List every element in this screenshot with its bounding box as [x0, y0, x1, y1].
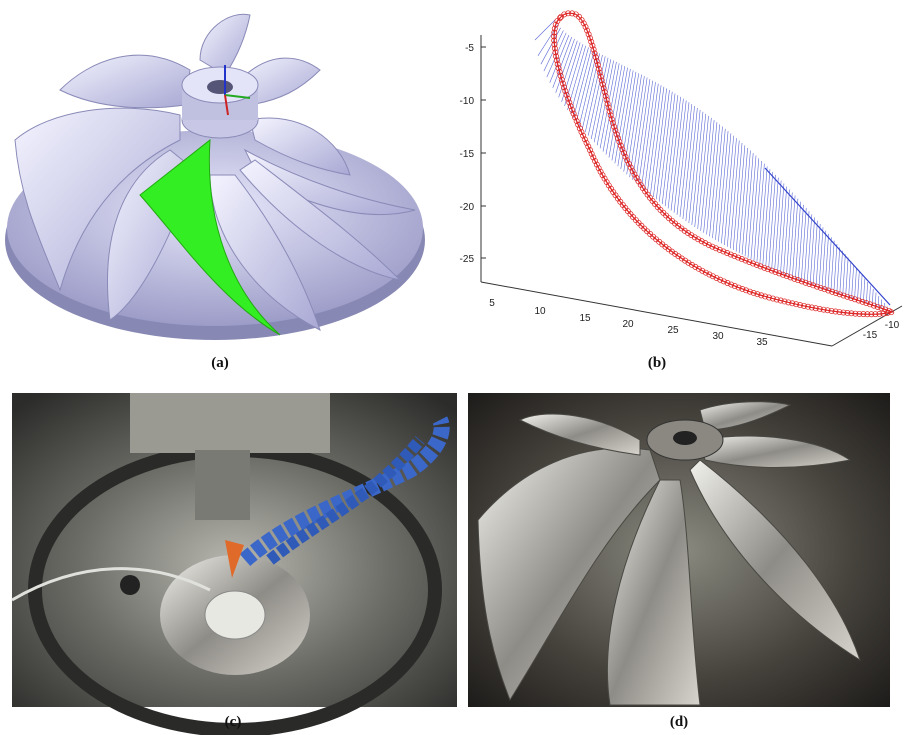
hatch-line: [582, 53, 599, 128]
hatch-line: [562, 43, 581, 102]
z-tick-label: -10: [460, 96, 475, 107]
z-tick-label: -5: [465, 43, 474, 54]
hatch-line: [760, 166, 767, 263]
hatch-line: [763, 169, 770, 265]
x-tick-label: 5: [489, 298, 495, 309]
hatch-line: [804, 211, 809, 282]
hatch-line: [683, 106, 695, 219]
hatch-line: [866, 282, 867, 303]
workpiece-hub: [205, 591, 265, 639]
hatch-line: [860, 275, 862, 301]
hatch-line: [837, 247, 840, 294]
hatch-line: [695, 114, 706, 227]
hatch-line: [769, 175, 776, 268]
hatch-line: [831, 241, 834, 292]
hatch-line: [668, 97, 681, 208]
spindle: [195, 450, 250, 520]
hatch-line: [863, 278, 865, 302]
hatch-line: [786, 192, 792, 275]
hatch-line: [671, 99, 683, 211]
x-tick-label: 10: [534, 306, 546, 317]
hatch-line: [878, 296, 879, 307]
x-tick-label: 35: [756, 337, 768, 348]
hatch-line: [849, 261, 851, 298]
panel-label: (a): [211, 355, 229, 371]
hatch-line: [825, 234, 829, 290]
panel-label: (b): [648, 355, 666, 371]
hatch-line: [852, 265, 854, 299]
y-tick-label: -15: [863, 330, 878, 341]
spindle-housing: [130, 393, 330, 453]
hatch-line: [843, 254, 846, 296]
hatch-line: [857, 271, 859, 300]
hatch-line: [778, 184, 784, 272]
hatch-line: [621, 72, 636, 169]
hatch-line: [781, 186, 787, 272]
toolpath-plot: -5 -10 -15 -20 -25 5 10 15 20 25 30 35 -15 -10: [460, 11, 902, 348]
hatch-line: [784, 189, 790, 274]
hub-bore: [673, 431, 697, 445]
hatch-line: [674, 100, 686, 212]
hatch-line: [757, 164, 765, 262]
hatch-line: [766, 172, 773, 266]
hatch-line: [715, 129, 725, 240]
hatch-line: [612, 68, 628, 161]
hatch-line: [772, 178, 779, 269]
hatch-line: [707, 122, 717, 234]
hatch-line: [855, 268, 857, 300]
hatch-line: [704, 120, 715, 233]
x-tick-label: 30: [712, 331, 724, 342]
x-tick-label: 25: [667, 325, 679, 336]
hatch-line: [792, 199, 798, 278]
hatch-line: [828, 237, 832, 291]
bolt: [120, 575, 140, 595]
hatch-line: [686, 108, 698, 221]
hatch-line: [698, 116, 709, 229]
hatch-line: [710, 124, 720, 236]
hatch-line: [559, 41, 578, 98]
hatch-line: [801, 208, 806, 281]
machining-photo: [12, 393, 457, 730]
y-tick-label: -10: [885, 320, 900, 331]
hatch-line: [834, 244, 837, 293]
hatch-line: [701, 118, 712, 231]
hub-bore: [207, 80, 233, 94]
hatch-line: [535, 20, 555, 40]
hatch-line: [677, 102, 689, 215]
figure: (a) -5 -10 -15 -20 -25 5 10 15 20 25 30 35 -15 -10 (b…: [0, 0, 904, 735]
hatch-line: [692, 112, 703, 225]
z-tick-label: -20: [460, 202, 475, 213]
panel-label: (d): [670, 714, 688, 730]
hatch-line: [822, 231, 826, 289]
hatch-line: [573, 49, 591, 118]
impeller-cad: [5, 14, 425, 340]
hatch-line: [798, 205, 803, 280]
hatch-line: [869, 285, 870, 304]
z-tick-label: -25: [460, 254, 475, 265]
hatch-line: [846, 258, 849, 297]
hatch-line: [579, 52, 597, 125]
hatch-line: [795, 202, 800, 279]
hatch-line: [571, 47, 589, 114]
hatch-line: [636, 79, 650, 182]
hatch-line: [689, 110, 700, 223]
hatch-line: [754, 161, 762, 261]
hatch-line: [881, 299, 882, 307]
hatch-line: [618, 70, 633, 166]
x-tick-label: 20: [622, 319, 634, 330]
hatch-line: [789, 196, 795, 277]
hatch-line: [630, 76, 645, 177]
impeller-photo: [468, 393, 890, 707]
tool-axis: [765, 168, 890, 305]
z-tick-label: -15: [460, 149, 475, 160]
hatch-line: [713, 127, 723, 239]
hatch-line: [840, 251, 843, 295]
hatch-line: [633, 78, 648, 180]
panel-label: (c): [225, 714, 242, 730]
x-tick-label: 15: [579, 313, 591, 324]
hatch-line: [576, 50, 594, 121]
hatch-line: [627, 75, 642, 175]
hatch-line: [775, 181, 782, 271]
hatch-line: [680, 104, 692, 217]
